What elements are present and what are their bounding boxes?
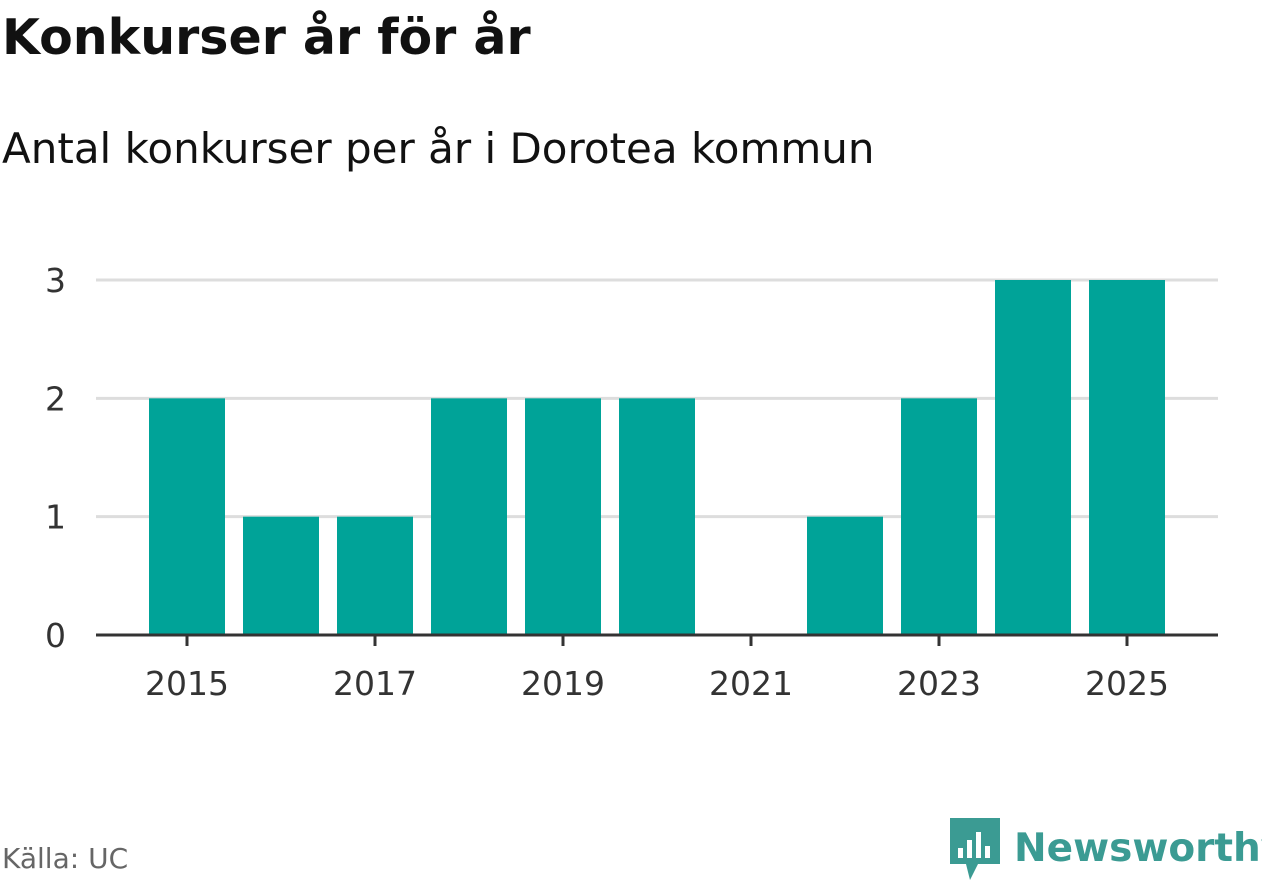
x-tick-label: 2021 — [709, 664, 793, 703]
bar-chart: 0 1 2 3 2015 2017 2019 2021 2023 2025 — [45, 261, 1218, 703]
bars — [149, 280, 1165, 635]
x-tick-label: 2023 — [897, 664, 981, 703]
axes — [96, 633, 1218, 646]
bar-2022 — [807, 516, 883, 635]
bar-2025 — [1089, 280, 1165, 635]
bar-2020 — [619, 398, 695, 635]
x-tick-label: 2017 — [333, 664, 417, 703]
chart-subtitle: Antal konkurser per år i Dorotea kommun — [2, 124, 875, 173]
x-tick-label: 2015 — [145, 664, 229, 703]
newsworthy-logo-icon — [950, 818, 1000, 880]
y-tick-labels: 0 1 2 3 — [45, 261, 66, 655]
source-note: Källa: UC — [2, 842, 129, 875]
bar-2018 — [431, 398, 507, 635]
bar-2023 — [901, 398, 977, 635]
y-tick-label: 0 — [45, 616, 66, 655]
bar-2016 — [243, 516, 319, 635]
bar-2015 — [149, 398, 225, 635]
brand-name: Newsworthy — [1014, 826, 1262, 871]
x-tick-label: 2019 — [521, 664, 605, 703]
y-tick-label: 2 — [45, 379, 66, 418]
chart-title: Konkurser år för år — [2, 9, 531, 66]
bar-2017 — [337, 516, 413, 635]
bar-2019 — [525, 398, 601, 635]
brand-logo: Newsworthy — [950, 818, 1262, 880]
x-tick-label: 2025 — [1085, 664, 1169, 703]
x-tick-labels: 2015 2017 2019 2021 2023 2025 — [145, 664, 1169, 703]
y-tick-label: 1 — [45, 498, 66, 537]
y-tick-label: 3 — [45, 261, 66, 300]
bar-2024 — [995, 280, 1071, 635]
